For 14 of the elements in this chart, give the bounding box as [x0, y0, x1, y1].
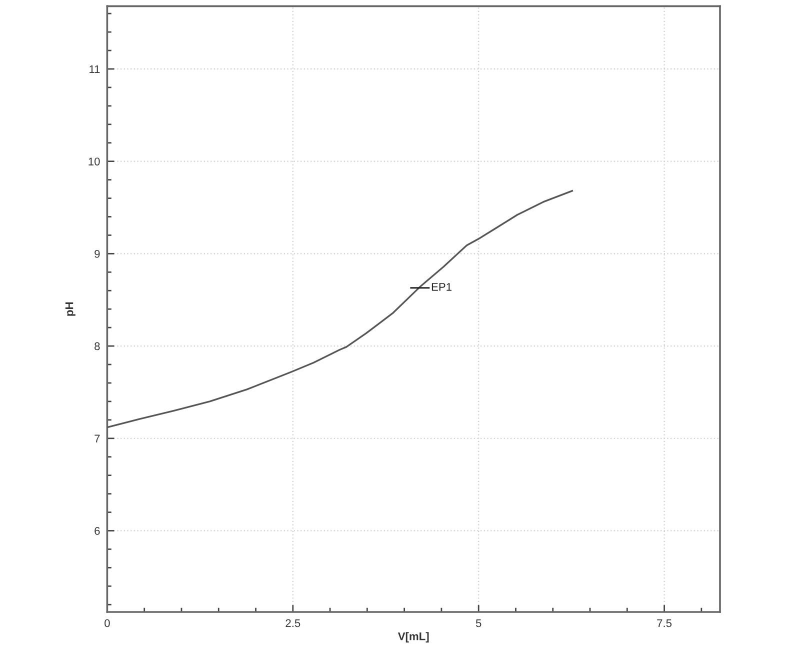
y-tick-label: 8 — [94, 342, 100, 350]
y-tick-label: 11 — [90, 65, 100, 73]
y-tick-label: 7 — [94, 434, 100, 442]
y-tick-label: 6 — [94, 527, 100, 535]
annotation: EP1 — [432, 283, 452, 291]
y-tick-label: 9 — [94, 250, 100, 258]
x-tick-label: 5 — [476, 619, 482, 628]
x-tick-label: 7.5 — [657, 619, 672, 628]
line-series — [107, 190, 574, 428]
x-axis-title: V[mL] — [398, 632, 429, 642]
x-tick-label: 2.5 — [286, 619, 300, 628]
y-tick-label: 10 — [88, 158, 100, 166]
y-axis-title: pH — [65, 302, 76, 316]
x-tick-label: 0 — [104, 619, 110, 628]
